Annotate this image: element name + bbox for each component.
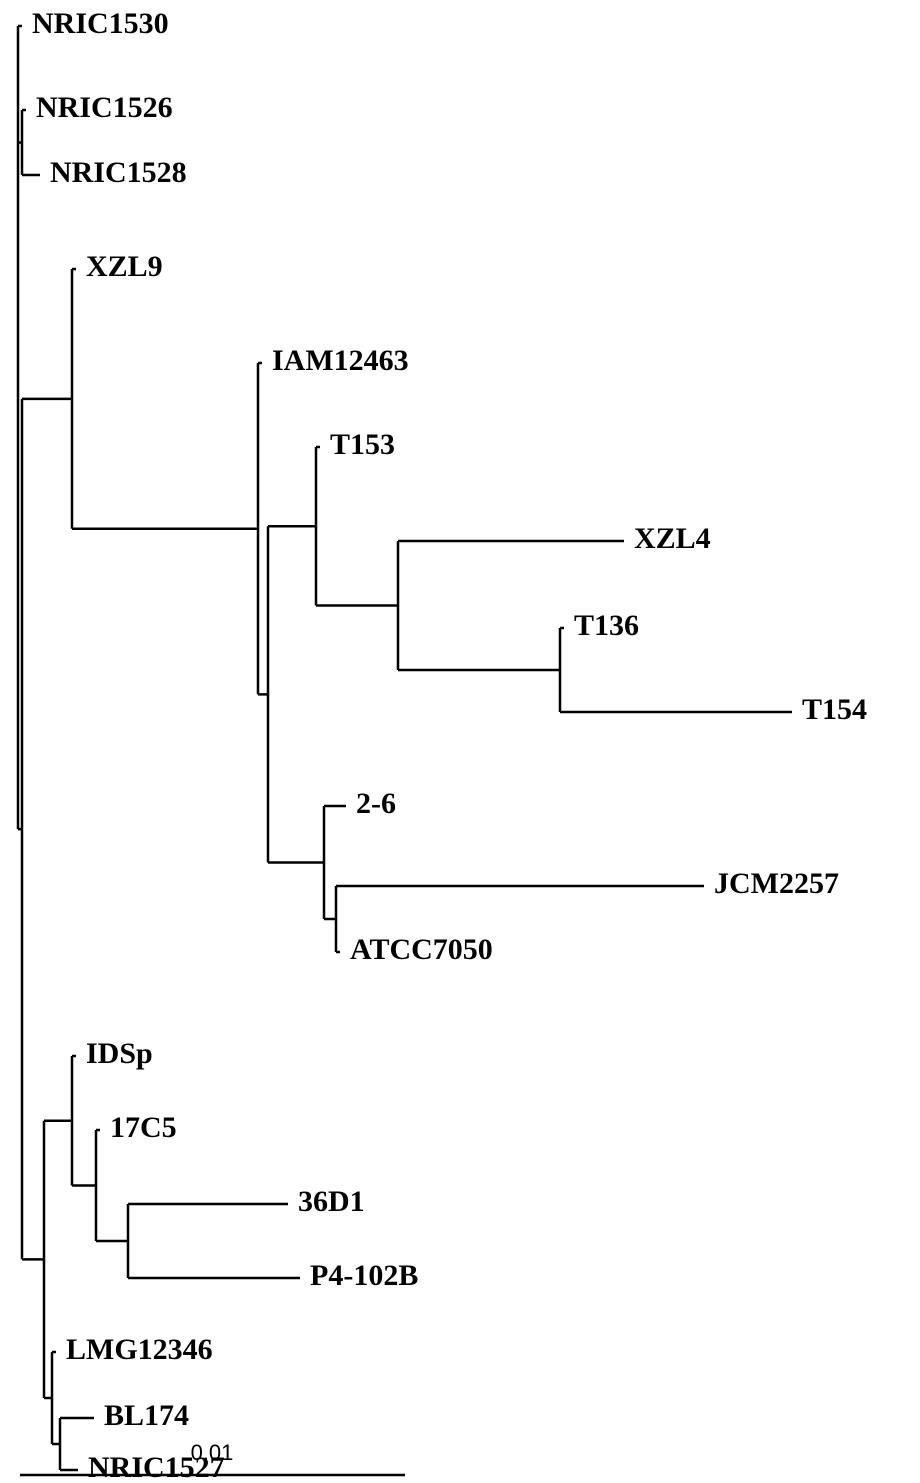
taxon-label: 36D1 <box>298 1185 365 1218</box>
taxon-label: T154 <box>802 693 867 726</box>
taxon-label: IDSp <box>86 1037 153 1070</box>
scale-bar-label: 0.01 <box>191 1440 234 1465</box>
taxon-label: XZL4 <box>634 522 711 555</box>
taxon-label: BL174 <box>104 1399 189 1432</box>
taxon-label: P4-102B <box>310 1259 418 1292</box>
taxon-label: 17C5 <box>110 1111 177 1144</box>
taxon-label: XZL9 <box>86 250 163 283</box>
taxon-label: LMG12346 <box>66 1333 213 1366</box>
taxon-label: NRIC1530 <box>32 7 169 40</box>
taxon-label: T153 <box>330 428 395 461</box>
taxon-label: T136 <box>574 609 639 642</box>
taxon-label: NRIC1528 <box>50 156 187 189</box>
taxon-label: JCM2257 <box>714 867 839 900</box>
taxon-label: ATCC7050 <box>350 933 493 966</box>
taxon-label: NRIC1526 <box>36 91 173 124</box>
taxon-label: IAM12463 <box>272 344 409 377</box>
taxon-label: 2-6 <box>356 787 396 820</box>
